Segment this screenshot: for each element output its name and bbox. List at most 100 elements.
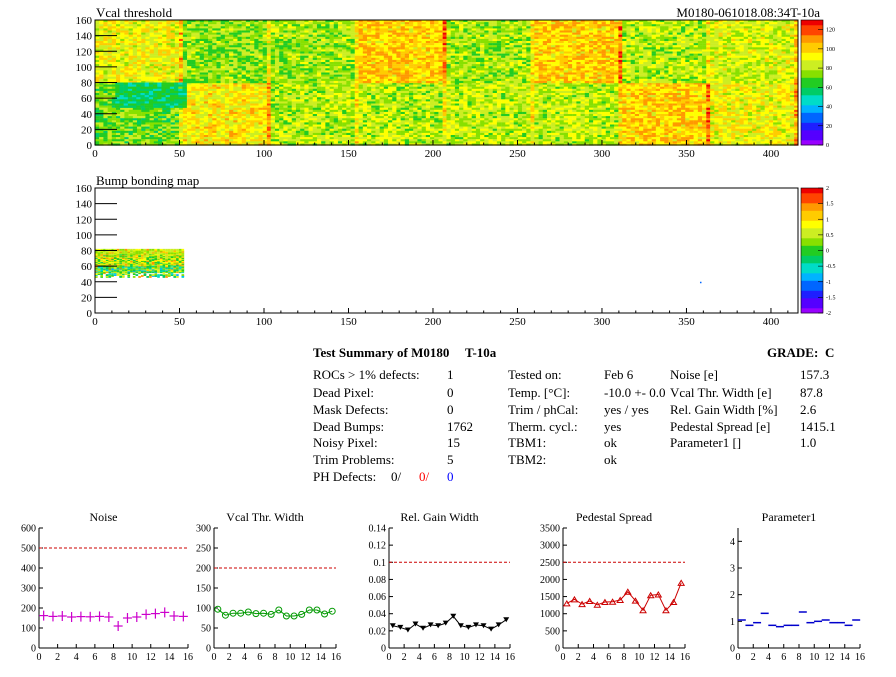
x-tick-label: 16 — [680, 652, 690, 663]
x-tick-label: 16 — [505, 652, 515, 663]
y-tick-label: 2000 — [540, 575, 560, 586]
y-tick-label: 3 — [730, 564, 735, 575]
data-point — [132, 612, 141, 622]
x-tick-label: 14 — [665, 652, 675, 663]
data-point — [170, 611, 179, 621]
x-tick-label: 400 — [763, 316, 780, 328]
color-scale-label: 120 — [826, 28, 835, 34]
x-tick-label: 10 — [127, 652, 137, 663]
y-tick-label: 0 — [381, 644, 386, 655]
x-tick-label: 6 — [781, 652, 786, 663]
x-tick-label: 4 — [591, 652, 596, 663]
data-point — [420, 626, 426, 631]
x-tick-label: 400 — [763, 148, 780, 160]
x-tick-label: 350 — [678, 316, 695, 328]
mini-chart-title: Vcal Thr. Width — [226, 510, 303, 524]
y-tick-label: 0 — [206, 644, 211, 655]
mini-chart-title: Rel. Gain Width — [400, 510, 478, 524]
x-tick-label: 12 — [825, 652, 835, 663]
x-tick-label: 250 — [509, 148, 526, 160]
color-scale: -2-1.5-1-0.500.511.52 — [801, 186, 836, 317]
y-tick-label: 250 — [196, 544, 211, 555]
x-tick-label: 12 — [475, 652, 485, 663]
y-tick-label: 3500 — [540, 524, 560, 535]
y-tick-label: 160 — [76, 183, 93, 195]
x-tick-label: 350 — [678, 148, 695, 160]
x-tick-label: 150 — [340, 148, 357, 160]
y-tick-label: 1 — [730, 617, 735, 628]
map-title: Vcal threshold — [96, 5, 173, 20]
x-tick-label: 6 — [432, 652, 437, 663]
y-tick-label: 200 — [196, 564, 211, 575]
y-tick-label: 40 — [81, 109, 93, 121]
y-tick-label: 140 — [76, 199, 93, 211]
x-tick-label: 8 — [797, 652, 802, 663]
y-tick-label: 300 — [196, 524, 211, 535]
color-scale-label: 100 — [826, 47, 835, 53]
y-tick-label: 20 — [81, 292, 93, 304]
data-point — [160, 607, 169, 617]
y-tick-label: 0.14 — [369, 524, 387, 535]
y-tick-label: 400 — [21, 564, 36, 575]
x-tick-label: 16 — [855, 652, 865, 663]
y-tick-label: 4 — [730, 537, 735, 548]
y-tick-label: 300 — [21, 584, 36, 595]
y-tick-label: 150 — [196, 584, 211, 595]
x-tick-label: 200 — [425, 148, 442, 160]
x-tick-label: 200 — [425, 316, 442, 328]
color-scale-label: -1 — [826, 280, 831, 286]
color-scale-label: 0.5 — [826, 233, 834, 239]
x-tick-label: 14 — [164, 652, 174, 663]
mini-chart-title: Noise — [90, 510, 118, 524]
y-tick-label: 120 — [76, 214, 93, 226]
x-tick-label: 8 — [622, 652, 627, 663]
y-tick-label: 0.08 — [369, 575, 387, 586]
y-tick-label: 80 — [81, 78, 93, 90]
y-tick-label: 50 — [201, 624, 211, 635]
mini-chart-title: Parameter1 — [762, 510, 817, 524]
y-tick-label: 40 — [81, 277, 93, 289]
y-tick-label: 0.1 — [374, 558, 387, 569]
y-tick-label: 120 — [76, 46, 93, 58]
y-tick-label: 500 — [21, 544, 36, 555]
bump-outlier-point — [700, 282, 702, 284]
x-tick-label: 12 — [301, 652, 311, 663]
y-tick-label: 100 — [76, 62, 93, 74]
data-point — [179, 611, 188, 621]
data-point — [114, 621, 123, 631]
x-tick-label: 0 — [92, 316, 98, 328]
y-tick-label: 0.06 — [369, 592, 387, 603]
y-tick-label: 100 — [76, 230, 93, 242]
data-point — [488, 627, 494, 632]
data-point — [95, 611, 104, 621]
data-point — [151, 609, 160, 619]
x-tick-label: 150 — [340, 316, 357, 328]
x-tick-label: 16 — [183, 652, 193, 663]
x-tick-label: 4 — [417, 652, 422, 663]
color-scale-label: 0 — [826, 143, 829, 149]
x-tick-label: 12 — [650, 652, 660, 663]
x-tick-label: 100 — [256, 148, 273, 160]
x-tick-label: 14 — [316, 652, 326, 663]
x-tick-label: 300 — [594, 316, 611, 328]
map-title: Bump bonding map — [96, 173, 199, 188]
color-scale-label: 20 — [826, 124, 832, 130]
y-tick-label: 2500 — [540, 558, 560, 569]
data-point — [405, 628, 411, 633]
x-tick-label: 16 — [331, 652, 341, 663]
x-tick-label: 10 — [285, 652, 295, 663]
x-tick-label: 10 — [634, 652, 644, 663]
y-tick-label: 200 — [21, 604, 36, 615]
y-tick-label: 0 — [730, 644, 735, 655]
x-tick-label: 100 — [256, 316, 273, 328]
y-tick-label: 1500 — [540, 592, 560, 603]
x-tick-label: 10 — [809, 652, 819, 663]
x-tick-label: 2 — [227, 652, 232, 663]
y-tick-label: 2 — [730, 590, 735, 601]
x-tick-label: 4 — [766, 652, 771, 663]
